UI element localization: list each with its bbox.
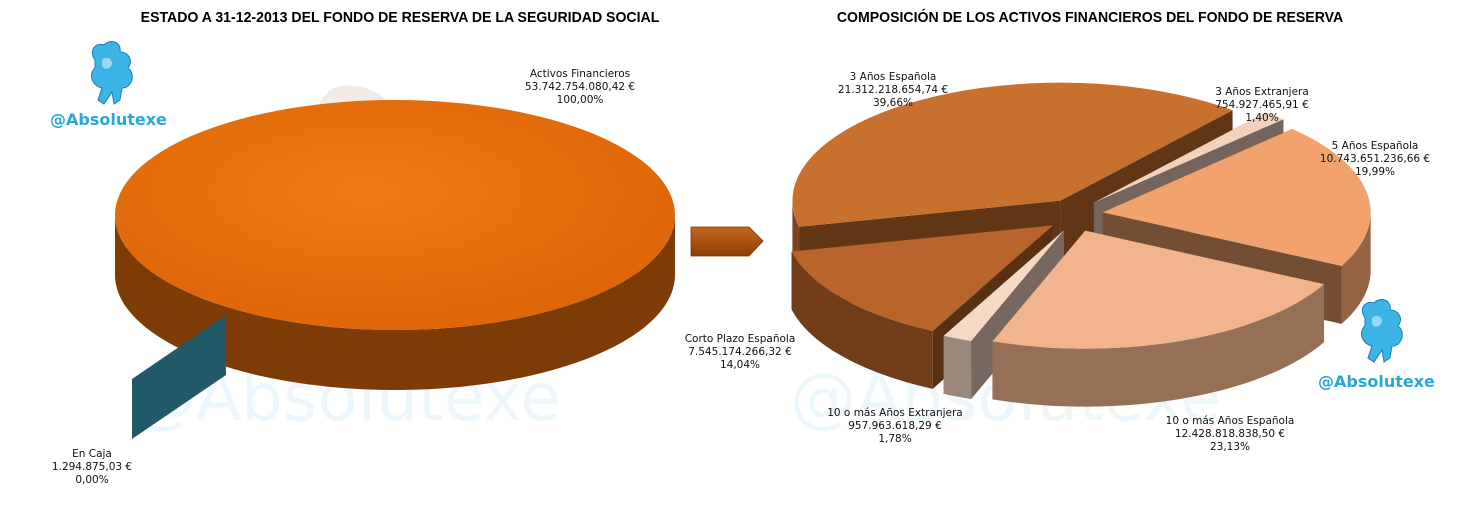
pie-slice-10-o-mas-anos-espanola <box>992 230 1325 407</box>
data-labels: Activos Financieros 53.742.754.080,42 €10… <box>52 68 1430 486</box>
brand-logo-right: @Absolutexe <box>1318 299 1435 391</box>
label-activos-financieros: Activos Financieros 53.742.754.080,42 €10… <box>525 68 635 106</box>
label-corto-plazo-espanola: Corto Plazo Española 7.545.174.266,32 €14… <box>685 333 796 371</box>
arrow-icon <box>690 226 764 257</box>
pie-slice-activos-financieros <box>115 100 675 390</box>
label-10-anos-espanola: 10 o más Años Española 12.428.818.838,50 … <box>1166 415 1295 453</box>
chart-title-left: ESTADO A 31-12-2013 DEL FONDO DE RESERVA… <box>140 9 660 26</box>
brand-handle-right: @Absolutexe <box>1318 372 1435 391</box>
label-10-anos-extranjera: 10 o más Años Extranjera 957.963.618,29 €… <box>827 407 963 445</box>
label-3-anos-espanola: 3 Años Española 21.312.218.654,74 €39,66% <box>838 71 948 109</box>
label-3-anos-extranjera: 3 Años Extranjera 754.927.465,91 €1,40% <box>1215 86 1309 124</box>
label-5-anos-espanola: 5 Años Española 10.743.651.236,66 €19,99% <box>1320 140 1430 178</box>
chart-left <box>115 100 675 439</box>
brand-logo-left: @Absolutexe <box>50 41 167 129</box>
griffin-icon <box>91 41 133 105</box>
griffin-icon <box>1361 299 1403 363</box>
chart-right <box>791 82 1371 407</box>
pie-slice-en-caja <box>132 315 226 439</box>
brand-handle-left: @Absolutexe <box>50 110 167 129</box>
chart-title-right: COMPOSICIÓN DE LOS ACTIVOS FINANCIEROS D… <box>836 9 1344 26</box>
label-en-caja: En Caja 1.294.875,03 €0,00% <box>52 448 132 486</box>
